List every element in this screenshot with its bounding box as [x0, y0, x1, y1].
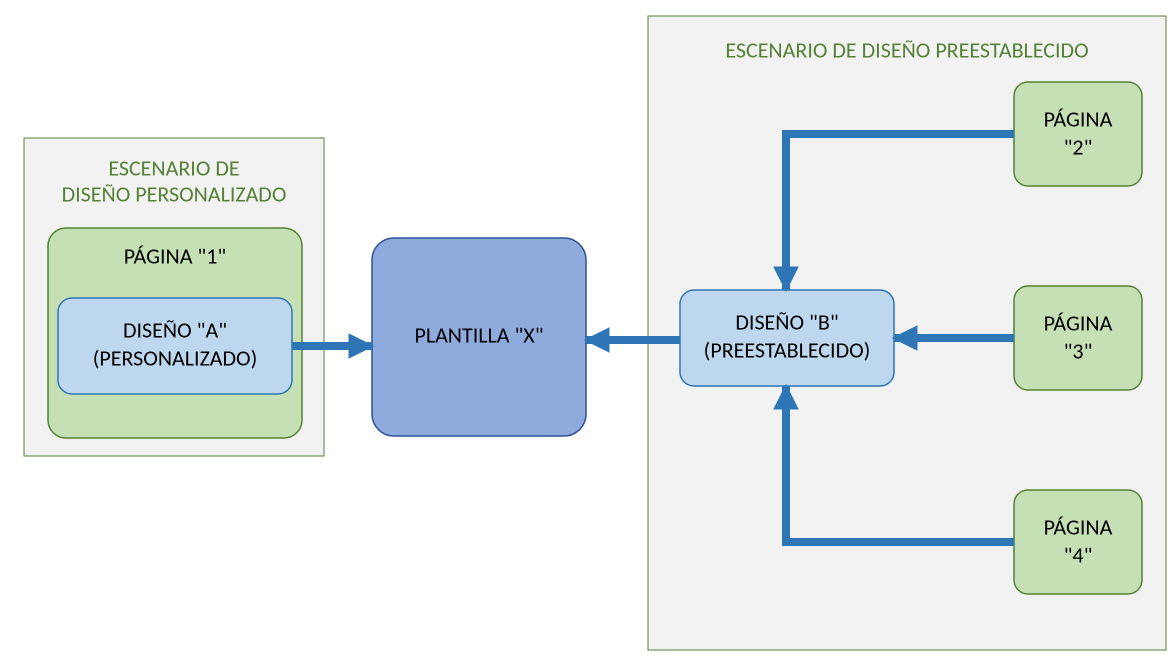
design-scenario-diagram: ESCENARIO DEDISEÑO PERSONALIZADO ESCENARI… [0, 0, 1176, 663]
label-pagina-1: PÁGINA "1" [124, 242, 226, 269]
label-diseno-a-1: DISEÑO "A" [123, 316, 227, 343]
label-plantilla-x: PLANTILLA "X" [414, 321, 543, 348]
label-diseno-b-2: (PREESTABLECIDO) [704, 336, 871, 363]
node-pagina-4-label-2: "4" [1064, 541, 1093, 568]
node-pagina-2-label-2: "2" [1064, 133, 1093, 160]
label-diseno-a-2: (PERSONALIZADO) [93, 344, 258, 371]
panel-left-title-line2: DISEÑO PERSONALIZADO [62, 180, 287, 207]
node-pagina-4-label-1: PÁGINA [1044, 513, 1113, 540]
node-pagina-2-label-1: PÁGINA [1044, 105, 1113, 132]
label-diseno-b-1: DISEÑO "B" [735, 308, 838, 335]
panel-right-title: ESCENARIO DE DISEÑO PREESTABLECIDO [725, 36, 1088, 63]
panel-left-title-line1: ESCENARIO DE [108, 154, 239, 181]
node-pagina-3-label-2: "3" [1064, 337, 1093, 364]
node-pagina-3-label-1: PÁGINA [1044, 309, 1113, 336]
